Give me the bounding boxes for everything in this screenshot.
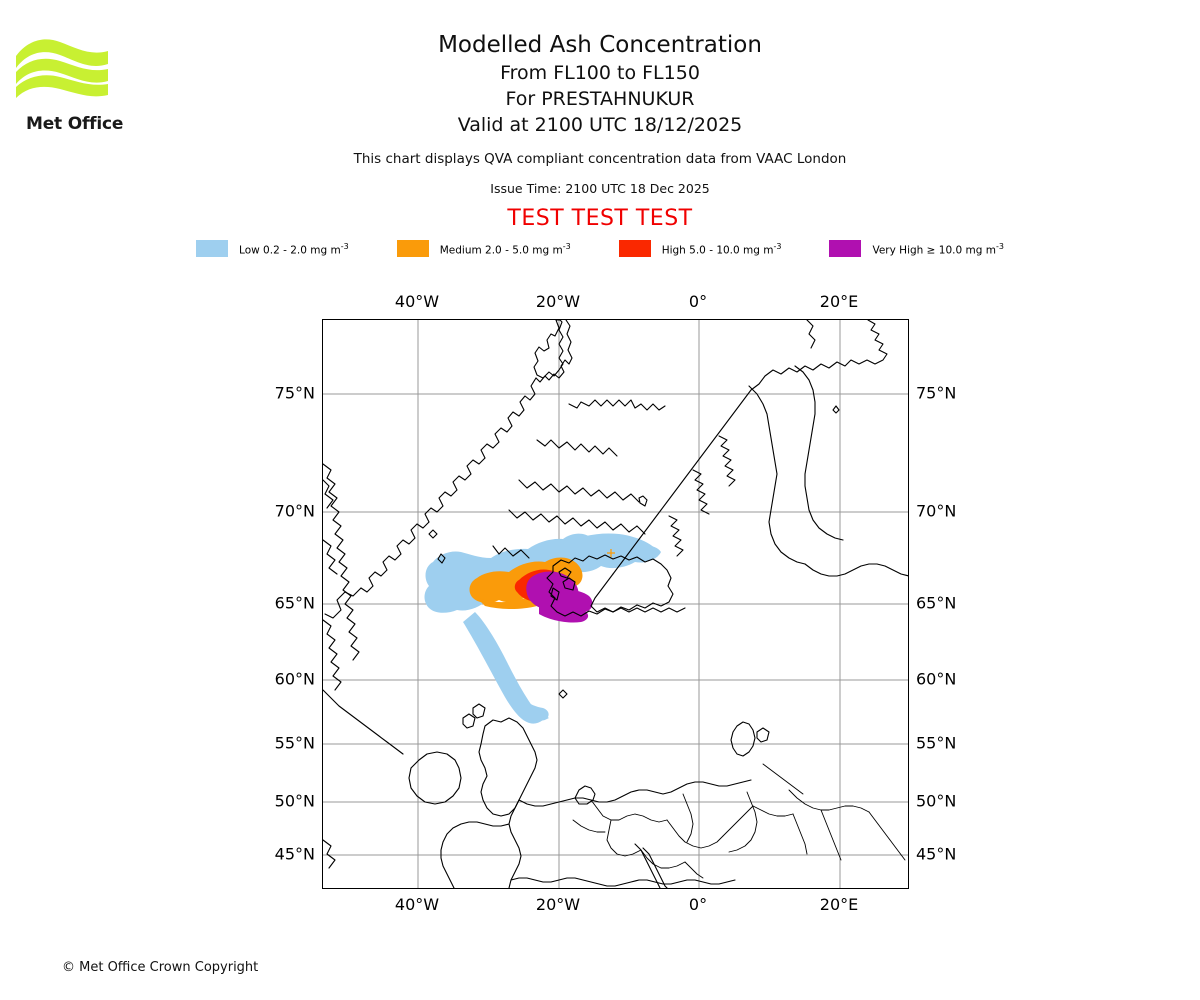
country-borders	[572, 763, 906, 879]
lat-tick-left-55n: 55°N	[274, 733, 315, 753]
ash-area-medium-tail	[475, 588, 550, 609]
map-gridlines	[323, 320, 908, 888]
map-frame	[322, 319, 909, 889]
legend-label-very-high: Very High ≥ 10.0 mg m-3	[872, 241, 1004, 257]
legend-swatch-very-high-icon	[829, 240, 862, 257]
copyright-notice: © Met Office Crown Copyright	[62, 960, 259, 975]
coastline-ireland	[408, 751, 462, 805]
met-office-waves-logo: Met Office	[14, 26, 124, 134]
volcano-name: For PRESTAHNUKUR	[505, 88, 695, 110]
coastline-netherlands	[574, 785, 596, 805]
coastline-greenland-west	[323, 463, 360, 661]
lat-tick-right-75n: 75°N	[916, 383, 957, 403]
legend-high: High 5.0 - 10.0 mg m-3	[618, 240, 782, 257]
ash-area-very-high-south	[539, 605, 589, 623]
coastline-continental-europe	[518, 779, 752, 807]
border-finland	[794, 365, 844, 541]
lat-tick-left-60n: 60°N	[274, 669, 315, 689]
coastline-faroe-islands	[428, 529, 438, 539]
flight-level-range: From FL100 to FL150	[500, 62, 700, 84]
lon-tick-top-20w: 20°W	[535, 292, 581, 311]
coastline-bear-island	[832, 405, 840, 414]
ash-plume-layer	[424, 533, 661, 724]
coastline-italy	[642, 847, 668, 888]
coastline-small-island-2	[558, 689, 568, 699]
ash-area-low-sw-arc-tail	[501, 682, 549, 721]
lon-tick-bottom-20w: 20°W	[535, 895, 581, 914]
lon-tick-top-40w: 40°W	[394, 292, 440, 311]
lat-tick-left-70n: 70°N	[274, 501, 315, 521]
legend-medium: Medium 2.0 - 5.0 mg m-3	[396, 240, 571, 257]
ash-area-low-sw-arc	[463, 612, 549, 724]
legend-swatch-low-icon	[196, 240, 229, 257]
legend-low: Low 0.2 - 2.0 mg m-3	[196, 240, 349, 257]
lon-tick-top-20e: 20°E	[819, 292, 859, 311]
ash-concentration-map[interactable]	[322, 319, 909, 889]
lat-tick-left-75n: 75°N	[274, 383, 315, 403]
lat-tick-left-65n: 65°N	[274, 593, 315, 613]
lat-tick-right-65n: 65°N	[916, 593, 957, 613]
coastline-small-island-1	[437, 553, 446, 564]
lat-tick-left-45n: 45°N	[274, 844, 315, 864]
lon-tick-bottom-0: 0°	[688, 895, 708, 914]
coastline-baltic	[804, 563, 908, 577]
lat-tick-right-70n: 70°N	[916, 501, 957, 521]
volcano-marker	[607, 549, 615, 557]
lat-tick-right-50n: 50°N	[916, 791, 957, 811]
legend-swatch-medium-icon	[396, 240, 429, 257]
lat-tick-left-50n: 50°N	[274, 791, 315, 811]
legend-very-high: Very High ≥ 10.0 mg m-3	[829, 240, 1004, 257]
border-sweden	[748, 385, 806, 565]
test-banner: TEST TEST TEST	[507, 206, 693, 231]
lat-tick-right-55n: 55°N	[916, 733, 957, 753]
valid-time: Valid at 2100 UTC 18/12/2025	[457, 114, 743, 136]
coastlines	[323, 320, 908, 888]
lon-tick-bottom-20e: 20°E	[819, 895, 859, 914]
legend-swatch-high-icon	[618, 240, 651, 257]
legend-label-medium: Medium 2.0 - 5.0 mg m-3	[439, 241, 571, 257]
coastline-iceland	[546, 554, 674, 617]
coastline-uk	[478, 717, 538, 817]
logo-wordmark: Met Office	[26, 114, 124, 134]
compliance-note: This chart displays QVA compliant concen…	[353, 151, 847, 167]
legend-label-low: Low 0.2 - 2.0 mg m-3	[239, 241, 349, 257]
coastline-france-iberia	[440, 821, 510, 888]
coastline-mediterranean	[510, 877, 736, 887]
ash-area-low-ne-lobe	[563, 533, 657, 553]
concentration-legend: Low 0.2 - 2.0 mg m-3 Medium 2.0 - 5.0 mg…	[0, 240, 1200, 257]
page-title: Modelled Ash Concentration	[438, 32, 762, 58]
coastline-jan-mayen	[638, 495, 648, 507]
coastline-denmark	[730, 721, 756, 757]
coastline-svalbard-fragment	[806, 320, 816, 349]
lon-tick-top-0: 0°	[688, 292, 708, 311]
lat-tick-right-45n: 45°N	[916, 844, 957, 864]
issue-time: Issue Time: 2100 UTC 18 Dec 2025	[490, 181, 710, 196]
lon-tick-bottom-40w: 40°W	[394, 895, 440, 914]
lat-tick-right-60n: 60°N	[916, 669, 957, 689]
coastline-norway	[612, 320, 888, 575]
chart-header: Modelled Ash Concentration From FL100 to…	[0, 0, 1200, 232]
legend-label-high: High 5.0 - 10.0 mg m-3	[661, 241, 782, 257]
